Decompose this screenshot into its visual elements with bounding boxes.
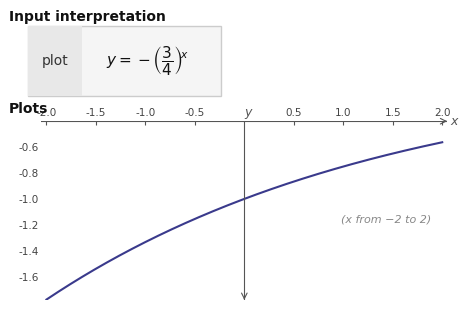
Text: Input interpretation: Input interpretation [9, 10, 166, 24]
Text: $y = -\left(\dfrac{3}{4}\right)^{\!x}$: $y = -\left(\dfrac{3}{4}\right)^{\!x}$ [106, 44, 189, 77]
Text: (x from −2 to 2): (x from −2 to 2) [341, 214, 431, 225]
Text: plot: plot [41, 54, 68, 68]
Text: Plots: Plots [9, 102, 48, 116]
FancyBboxPatch shape [28, 26, 82, 96]
FancyBboxPatch shape [28, 26, 221, 96]
Text: x: x [450, 115, 457, 128]
Text: y: y [245, 106, 252, 119]
